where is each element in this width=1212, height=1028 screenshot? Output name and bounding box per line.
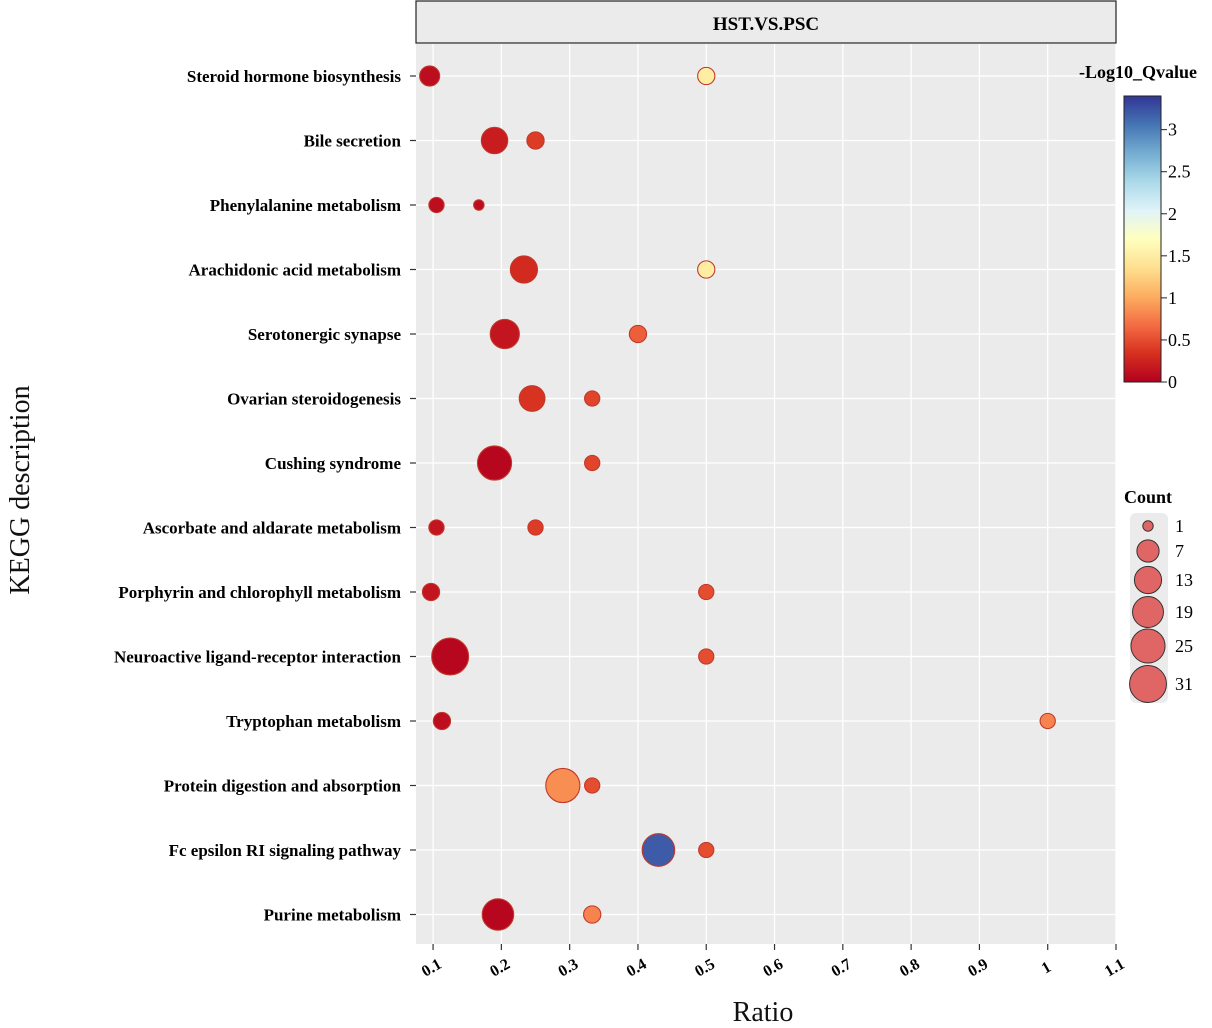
color-bar — [1123, 95, 1162, 383]
x-tick-label: 0.6 — [760, 956, 786, 981]
size-legend-items: 1 7 13 19 25 31 — [1129, 516, 1193, 703]
data-point — [421, 582, 441, 602]
data-point — [419, 65, 441, 87]
x-tick-label: 0.8 — [897, 956, 923, 981]
data-point — [432, 711, 452, 731]
category-label: Neuroactive ligand-receptor interaction — [114, 648, 402, 667]
size-legend-label: 31 — [1175, 674, 1193, 694]
color-bar-tick-label: 0.5 — [1168, 330, 1191, 350]
gridlines — [416, 44, 1117, 944]
size-legend-circle — [1129, 665, 1167, 703]
size-legend-label: 7 — [1175, 541, 1184, 561]
x-tick-label: 1 — [1039, 959, 1054, 978]
data-point — [473, 199, 485, 211]
category-label: Arachidonic acid metabolism — [189, 261, 402, 280]
x-tick-label: 0.4 — [624, 956, 650, 981]
category-label: Ascorbate and aldarate metabolism — [143, 519, 401, 538]
category-label: Steroid hormone biosynthesis — [187, 67, 401, 86]
data-point — [527, 519, 544, 536]
category-label: Tryptophan metabolism — [226, 712, 401, 731]
category-label: Cushing syndrome — [265, 454, 402, 473]
data-point — [509, 255, 539, 284]
data-point — [698, 583, 715, 601]
category-labels: Steroid hormone biosynthesis Bile secreti… — [114, 67, 402, 925]
axis-ticks — [410, 75, 1117, 950]
data-point — [526, 131, 545, 150]
size-legend-label: 13 — [1175, 570, 1193, 590]
color-bar-tick-label: 1.5 — [1168, 246, 1191, 266]
data-point — [584, 777, 601, 794]
category-label: Protein digestion and absorption — [164, 777, 402, 796]
x-tick-label: 0.9 — [965, 956, 991, 981]
size-legend-label: 25 — [1175, 636, 1193, 656]
data-point — [518, 385, 546, 412]
data-point — [476, 445, 513, 481]
data-point — [641, 833, 676, 867]
plot-panel — [416, 44, 1116, 944]
x-axis-title: Ratio — [733, 997, 794, 1028]
color-bar-tick-label: 3 — [1168, 120, 1177, 140]
color-bar-tick-label: 2 — [1168, 204, 1177, 224]
x-tick-label: 0.7 — [829, 956, 855, 981]
facet-strip — [415, 0, 1117, 44]
x-tick-label: 0.5 — [692, 956, 718, 981]
data-point — [545, 767, 581, 804]
data-point — [697, 260, 716, 279]
size-legend-circle — [1142, 520, 1154, 532]
data-point — [584, 390, 601, 407]
color-bar-ticks: 0 0.5 1 1.5 2 2.5 3 — [1161, 120, 1191, 392]
data-point — [428, 519, 445, 536]
category-label: Phenylalanine metabolism — [210, 196, 401, 215]
size-legend-label: 1 — [1175, 516, 1184, 536]
size-legend-circle — [1132, 596, 1164, 628]
x-tick-label: 0.3 — [555, 956, 581, 981]
color-legend-title: -Log10_Qvalue — [1079, 62, 1197, 82]
category-label: Purine metabolism — [264, 906, 401, 925]
x-tick-label: 0.2 — [487, 956, 513, 981]
color-bar-tick-label: 1 — [1168, 288, 1177, 308]
data-point — [628, 324, 648, 344]
x-tick-labels: 0.1 0.2 0.3 0.4 0.5 0.6 0.7 0.8 0.9 1 1.1 — [419, 956, 1128, 981]
size-legend-circle — [1136, 539, 1160, 563]
y-axis-title: KEGG description — [5, 385, 36, 594]
category-label: Ovarian steroidogenesis — [227, 390, 401, 409]
facet-title: HST.VS.PSC — [713, 14, 819, 35]
data-point — [584, 454, 601, 472]
data-point — [480, 126, 509, 155]
data-point — [583, 905, 602, 924]
data-point — [698, 841, 715, 859]
data-point — [697, 66, 716, 86]
size-legend-circle — [1130, 628, 1166, 664]
category-label: Porphyrin and chlorophyll metabolism — [118, 583, 401, 602]
data-point — [1039, 712, 1056, 730]
data-point — [698, 648, 715, 665]
x-tick-label: 1.1 — [1102, 956, 1128, 981]
category-label: Bile secretion — [304, 132, 402, 151]
category-label: Fc epsilon RI signaling pathway — [169, 841, 402, 860]
data-point — [428, 196, 445, 214]
data-points — [419, 65, 1056, 931]
size-legend-title: Count — [1124, 487, 1172, 507]
color-bar-tick-label: 0 — [1168, 372, 1177, 392]
size-legend-circle — [1133, 565, 1163, 595]
size-legend-label: 19 — [1175, 602, 1193, 622]
x-tick-label: 0.1 — [419, 956, 445, 981]
data-point — [481, 898, 515, 931]
data-point — [431, 637, 470, 676]
color-bar-tick-label: 2.5 — [1168, 162, 1191, 182]
category-label: Serotonergic synapse — [248, 325, 402, 344]
data-point — [489, 318, 520, 350]
